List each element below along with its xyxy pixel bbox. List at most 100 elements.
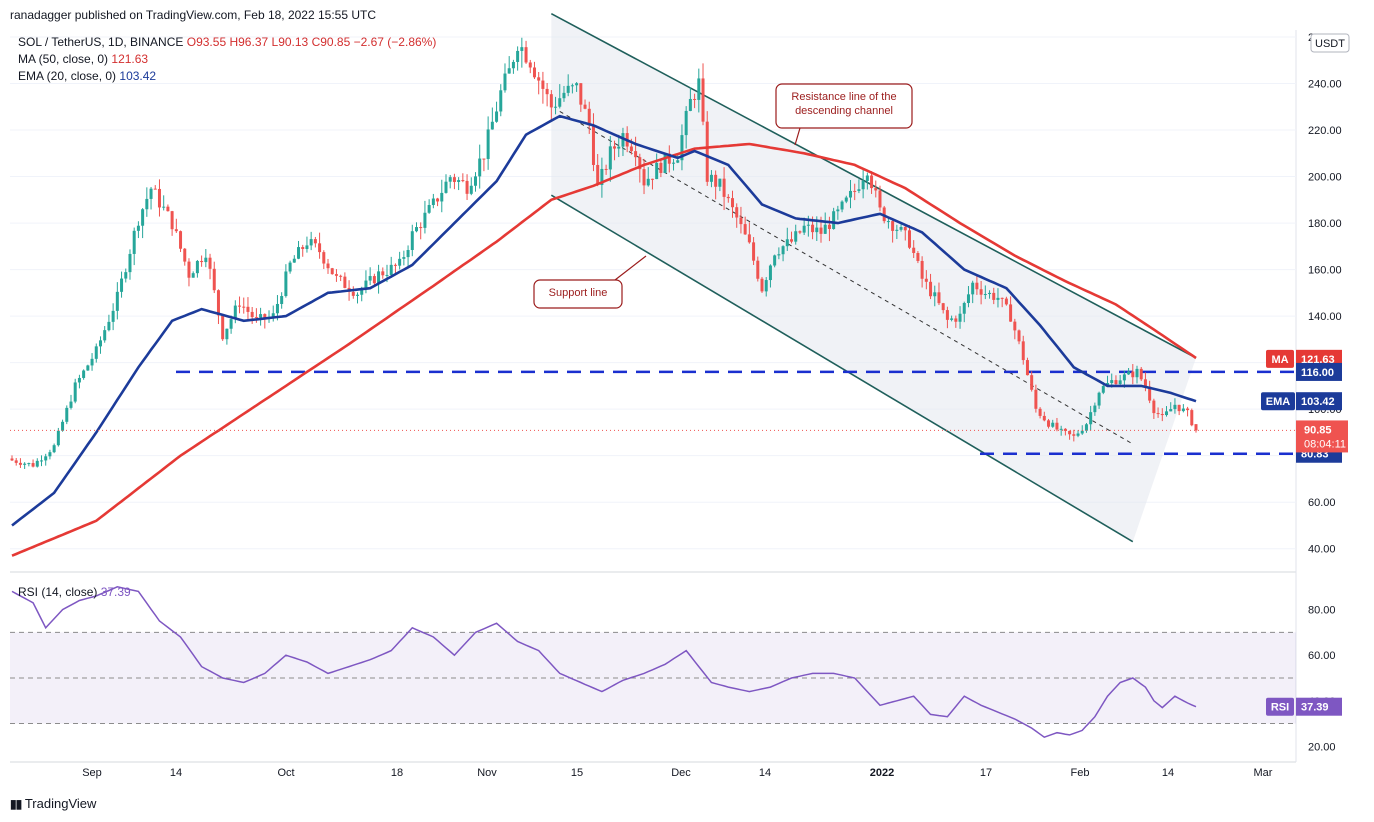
time-tick-label: 15 (571, 767, 583, 779)
candle-body (705, 121, 709, 182)
rsi-label: RSI (14, close) (18, 585, 98, 599)
candle-body (747, 234, 751, 243)
candle-body (920, 260, 924, 279)
candle-body (962, 303, 966, 314)
candle-body (77, 377, 81, 383)
candle-body (1181, 408, 1185, 412)
time-tick-label: Mar (1254, 767, 1273, 779)
candle-body (958, 313, 962, 322)
last-price-tag[interactable]: 90.85 08:04:11 (1296, 420, 1348, 453)
candle-body (827, 224, 831, 229)
rsi-side-tag[interactable]: RSI (1266, 697, 1294, 716)
candle-body (351, 291, 355, 296)
candle-body (1135, 368, 1139, 378)
rsi-line[interactable] (11, 586, 1197, 739)
candle-body (414, 227, 418, 232)
candle-body (823, 224, 827, 234)
candle-body (979, 289, 983, 295)
candle-body (777, 254, 781, 256)
support-annotation[interactable]: Support line (533, 255, 647, 309)
candle-body (246, 306, 250, 312)
time-tick-label: 14 (170, 767, 182, 779)
ma50-line[interactable] (11, 142, 1197, 557)
time-tick-label: Feb (1071, 767, 1090, 779)
legend-ema[interactable]: EMA (20, close, 0) 103.42 (18, 69, 156, 83)
candle-body (1169, 409, 1173, 412)
ema-price-tag[interactable]: 103.42 (1296, 392, 1342, 411)
symbol-label[interactable]: SOL / TetherUS, 1D, BINANCE (18, 35, 184, 49)
candle-body (1013, 321, 1017, 331)
candle-body (971, 282, 975, 295)
candle-body (520, 47, 524, 51)
candle-body (452, 177, 456, 182)
ohlc-change: −2.67 (−2.86%) (353, 35, 437, 49)
candle-body (878, 190, 882, 208)
candle-body (545, 88, 549, 95)
candle-body (929, 281, 933, 297)
candle-body (334, 274, 338, 276)
level-high-tag[interactable]: 116.00 (1296, 362, 1342, 381)
candle-body (1190, 410, 1194, 426)
rsi-value: 37.39 (100, 585, 131, 599)
candle-body (853, 190, 857, 192)
time-tick-label: 17 (980, 767, 992, 779)
candle-body (128, 253, 132, 273)
candle-body (655, 162, 659, 180)
candle-body (507, 68, 511, 74)
price-tick-label: 240.00 (1308, 79, 1342, 91)
channel-fill (551, 13, 1196, 542)
candle-body (469, 185, 473, 194)
time-tick-label: Dec (671, 767, 691, 779)
candle-body (511, 61, 515, 69)
last-price-countdown: 08:04:11 (1304, 438, 1346, 450)
candle-body (242, 306, 246, 308)
candle-body (61, 421, 65, 431)
resistance-annotation[interactable]: Resistance line of the descending channel (775, 83, 913, 146)
ma-side-tag[interactable]: MA (1266, 349, 1294, 368)
price-tick-label: 200.00 (1308, 172, 1342, 184)
candle-body (145, 198, 149, 210)
candle-body (204, 257, 208, 263)
rsi-value-tag[interactable]: 37.39 (1296, 697, 1342, 716)
candle-body (735, 207, 739, 218)
tradingview-brand[interactable]: ▮▮ TradingView (10, 796, 96, 811)
candle-body (124, 272, 128, 279)
candle-body (760, 278, 764, 292)
resistance-annotation-box (775, 83, 913, 129)
candle-body (35, 460, 39, 467)
candle-body (785, 239, 789, 247)
candle-body (461, 180, 465, 182)
candle-body (1089, 412, 1093, 425)
candle-body (743, 224, 747, 235)
currency-box (1310, 33, 1350, 53)
candle-body (436, 198, 440, 202)
candle-body (806, 224, 810, 226)
candle-body (596, 164, 600, 185)
candle-body (1093, 405, 1097, 413)
channel-midline[interactable] (559, 110, 1134, 445)
ema-side-tag[interactable]: EMA (1261, 392, 1295, 411)
candle-body (297, 247, 301, 259)
candle-body (292, 258, 296, 263)
candle-body (490, 121, 494, 130)
ohlc-close: C90.85 (311, 35, 351, 49)
candle-body (238, 305, 242, 307)
candle-body (393, 264, 397, 266)
legend-rsi[interactable]: RSI (14, close) 37.39 (18, 585, 131, 599)
support-line[interactable] (550, 194, 1134, 543)
ohlc-low: L90.13 (271, 35, 309, 49)
candle-body (1152, 400, 1156, 414)
candle-body (1034, 389, 1038, 409)
candle-body (216, 290, 220, 316)
candle-body (912, 247, 916, 254)
candle-body (90, 358, 94, 366)
ema-label: EMA (20, close, 0) (18, 69, 117, 83)
currency-tag[interactable]: USDT (1310, 33, 1350, 53)
ema20-line[interactable] (11, 114, 1197, 527)
resistance-line[interactable] (550, 13, 1197, 359)
legend-ma[interactable]: MA (50, close, 0) 121.63 (18, 52, 148, 66)
time-tick-label: 2022 (870, 767, 894, 779)
candle-body (676, 160, 680, 163)
